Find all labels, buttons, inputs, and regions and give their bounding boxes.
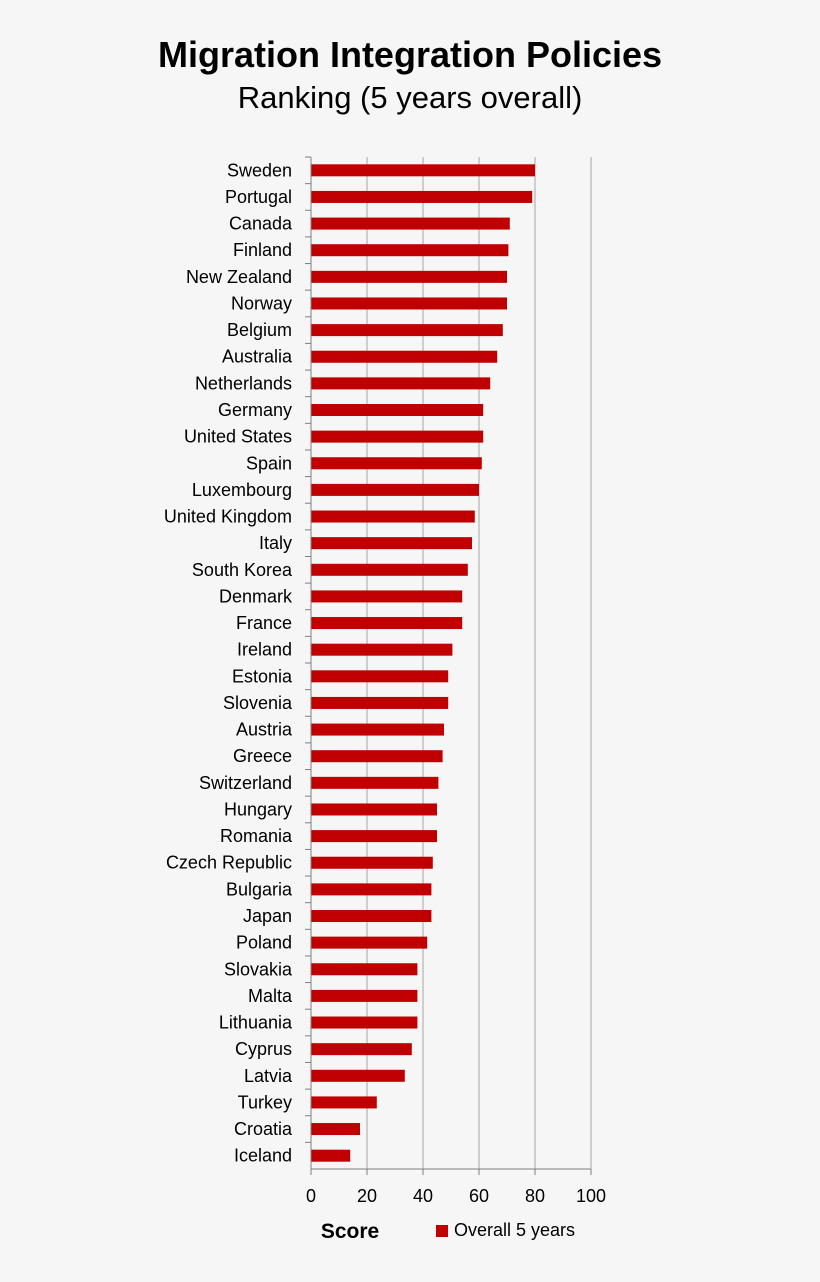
category-label: Turkey: [238, 1092, 292, 1112]
legend-label: Overall 5 years: [454, 1220, 576, 1240]
category-label: Slovakia: [224, 959, 293, 979]
legend-swatch: [436, 1224, 448, 1237]
bar-luxembourg: [311, 483, 479, 496]
bar-denmark: [311, 590, 463, 603]
category-label: Slovenia: [223, 693, 293, 713]
bar-france: [311, 617, 463, 630]
bar-sweden: [311, 164, 535, 177]
category-label: Netherlands: [195, 373, 292, 393]
x-tick-label: 80: [525, 1186, 545, 1206]
category-label: Poland: [236, 933, 292, 953]
bar-finland: [311, 244, 509, 257]
bar-new-zealand: [311, 270, 507, 283]
category-label: Luxembourg: [192, 480, 292, 500]
category-label: United States: [184, 427, 292, 447]
category-label: Switzerland: [199, 773, 292, 793]
bar-south-korea: [311, 563, 468, 576]
category-label: South Korea: [192, 560, 293, 580]
bar-croatia: [311, 1123, 360, 1136]
category-label: Lithuania: [219, 1013, 293, 1033]
bar-turkey: [311, 1096, 377, 1109]
bar-hungary: [311, 803, 437, 816]
category-label: Spain: [246, 453, 292, 473]
category-label: Australia: [222, 347, 293, 367]
bar-japan: [311, 910, 432, 922]
category-label: Croatia: [234, 1119, 293, 1139]
bar-latvia: [311, 1069, 405, 1082]
bar-cyprus: [311, 1043, 412, 1056]
category-label: United Kingdom: [164, 507, 292, 527]
category-label: Italy: [259, 533, 292, 553]
category-label: Austria: [236, 720, 293, 740]
bar-romania: [311, 830, 437, 843]
legend: Overall 5 years: [436, 1220, 575, 1241]
bar-bulgaria: [311, 883, 432, 896]
bar-belgium: [311, 324, 503, 337]
x-tick-label: 60: [469, 1186, 489, 1206]
category-label: Portugal: [225, 187, 292, 207]
category-label: Latvia: [244, 1066, 293, 1086]
x-axis-label: Score: [320, 1220, 380, 1243]
bar-australia: [311, 350, 498, 363]
bar-italy: [311, 537, 472, 550]
category-label: Malta: [248, 986, 293, 1006]
category-label: Romania: [220, 826, 293, 846]
category-label: Iceland: [234, 1146, 292, 1166]
bar-ireland: [311, 643, 453, 656]
bar-canada: [311, 217, 510, 230]
bar-netherlands: [311, 377, 491, 390]
category-label: Ireland: [237, 640, 292, 660]
bar-united-states: [311, 430, 484, 443]
x-tick-label: 100: [576, 1186, 606, 1206]
x-tick-label: 0: [306, 1186, 316, 1206]
bar-estonia: [311, 670, 449, 683]
bar-slovenia: [311, 696, 449, 709]
bars: [311, 164, 535, 1162]
bar-lithuania: [311, 1016, 418, 1029]
category-label: Czech Republic: [166, 853, 292, 873]
bar-slovakia: [311, 963, 418, 976]
x-tick-label: 40: [413, 1186, 433, 1206]
category-label: Bulgaria: [226, 879, 293, 899]
labels: 0 20 40 60 80 100 Sweden Portugal Canada Finland N…: [164, 160, 606, 1206]
bar-united-kingdom: [311, 510, 475, 523]
category-label: Belgium: [227, 320, 292, 340]
category-label: New Zealand: [186, 267, 292, 287]
bar-greece: [311, 750, 443, 763]
category-label: Denmark: [219, 586, 293, 606]
category-label: Norway: [231, 293, 292, 313]
category-label: Cyprus: [235, 1039, 292, 1059]
chart-subtitle: Ranking (5 years overall): [237, 80, 583, 115]
bar-iceland: [311, 1149, 351, 1162]
category-label: Canada: [229, 214, 293, 234]
bar-spain: [311, 457, 482, 470]
bar-poland: [311, 936, 428, 949]
category-label: Estonia: [232, 666, 293, 686]
bar-norway: [311, 297, 507, 310]
category-label: Sweden: [227, 160, 292, 180]
category-label: Japan: [243, 906, 292, 926]
category-label: Finland: [233, 240, 292, 260]
chart-title: Migration Integration Policies: [157, 34, 663, 75]
bar-malta: [311, 989, 418, 1002]
bar-portugal: [311, 190, 533, 203]
bar-germany: [311, 404, 484, 416]
category-label: Greece: [233, 746, 292, 766]
bar-austria: [311, 723, 444, 736]
axes: [305, 156, 592, 1175]
x-tick-label: 20: [357, 1186, 377, 1206]
category-label: Germany: [218, 400, 292, 420]
category-label: Hungary: [224, 799, 292, 819]
bar-switzerland: [311, 776, 439, 789]
category-label: France: [236, 613, 292, 633]
bar-czech-republic: [311, 856, 433, 869]
